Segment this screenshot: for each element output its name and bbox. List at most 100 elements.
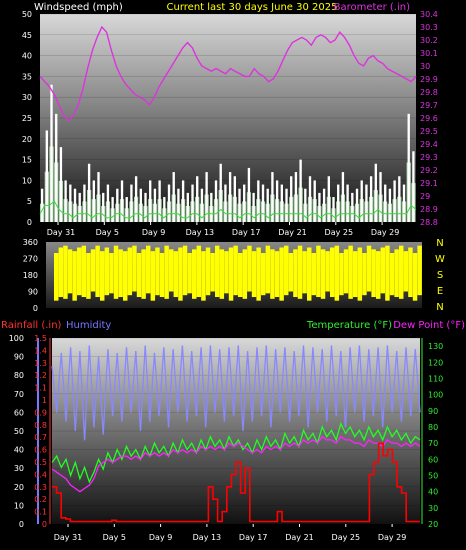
wind-direction-bar [403, 251, 409, 292]
wind-speed-bar [228, 172, 232, 222]
climate-day-label: Day 9 [149, 533, 172, 542]
compass-label: N [436, 238, 443, 249]
wind-direction-bar [187, 253, 192, 294]
wind-speed-bar [257, 180, 260, 222]
humidity-tick-label: 100 [9, 334, 24, 343]
temperature-axis-title: Temperature (°F) [306, 320, 392, 331]
wind-direction-series [54, 245, 422, 301]
rainfall-tick-label: 0.8 [34, 421, 47, 430]
wind-speed-bar [341, 172, 345, 222]
barometer-ticks: 28.8 28.9 29 29.1 29.2 29.3 29.4 29.5 29.6 29.7 29… [420, 10, 438, 227]
wind-speed-bar [134, 176, 138, 222]
period-title: Current last 30 days June 30 2025 [167, 2, 338, 13]
barometer-tick-label: 30.4 [420, 10, 438, 19]
wind-speed-bar [50, 84, 53, 222]
wind-direction-bar [201, 251, 206, 301]
barometer-tick-label: 29.4 [420, 140, 438, 149]
wind-direction-bar [58, 247, 64, 297]
wind-speed-bar [322, 188, 326, 222]
barometer-tick-label: 29.7 [420, 101, 438, 110]
wind-speed-bar [177, 188, 180, 222]
wind-average-line [39, 200, 417, 219]
wind-speed-bar [351, 192, 354, 222]
humidity-tick-label: 10 [14, 501, 24, 510]
wind-direction-bar [247, 245, 252, 292]
wind-speed-bar [191, 184, 194, 222]
wind-direction-bar [297, 245, 303, 299]
wind-speed-bar [327, 176, 330, 222]
wind-speed-bar [360, 180, 363, 222]
wind-direction-bar [261, 253, 266, 296]
wind-direction-bar [311, 253, 317, 296]
wind-direction-bar [320, 249, 326, 299]
rainfall-tick-label: 0.4 [34, 470, 47, 479]
wind-speed-bar [275, 180, 279, 222]
wind-speed-bar [266, 188, 269, 222]
wind-direction-bar [251, 251, 257, 297]
dewpoint-axis-title: Dew Point (°F) [393, 320, 465, 331]
wind-speed-bar [59, 147, 63, 222]
wind-direction-bar [371, 249, 376, 297]
wind-direction-bar [100, 251, 105, 301]
wind-direction-bar [270, 249, 275, 299]
wind-speed-bar [186, 192, 189, 222]
wind-direction-bar [196, 245, 202, 297]
barometer-tick-label: 30.1 [420, 49, 438, 58]
wind-speed-bar [40, 188, 44, 222]
wind-day-label: Day 5 [96, 228, 119, 237]
dewpoint-line [51, 435, 421, 493]
humidity-tick-label: 80 [14, 371, 24, 380]
climate-day-label: Day 17 [239, 533, 268, 542]
climate-day-label: Day 13 [193, 533, 222, 542]
climate-day-ticks: Day 31 Day 5 Day 9 Day 13 Day 17 Day 21 Day 25… [54, 524, 406, 542]
barometer-tick-label: 30.2 [420, 36, 438, 45]
wind-direction-bar [265, 245, 271, 294]
wind-direction-bar [95, 245, 100, 297]
windspeed-ticks: 0 5 10 15 20 25 30 35 40 45 50 [22, 10, 32, 227]
temperature-tick-label: 20 [428, 520, 438, 529]
wind-speed-bar [337, 184, 340, 222]
rainfall-tick-label: 0.2 [34, 495, 47, 504]
wind-speed-bar [158, 180, 161, 222]
temperature-ticks: 20 30 40 50 60 70 80 90 100 110 120 130 [428, 342, 443, 529]
wind-speed-bar [97, 172, 100, 222]
wind-speed-bar [83, 184, 86, 222]
direction-tick-label: 180 [23, 271, 38, 280]
temperature-tick-label: 100 [428, 391, 443, 400]
wind-direction-bar [90, 249, 96, 292]
rainfall-tick-label: 1 [42, 396, 47, 405]
rainfall-line [52, 442, 420, 523]
wind-direction-bar [146, 245, 151, 294]
compass-label: E [437, 286, 443, 297]
wind-speed-bar [120, 180, 124, 222]
climate-day-label: Day 5 [103, 533, 126, 542]
climate-day-label: Day 25 [332, 533, 361, 542]
wind-speed-bar [261, 184, 265, 222]
rainfall-tick-label: 1.1 [34, 384, 47, 393]
humidity-axis-title: Humidity [66, 320, 111, 331]
rainfall-tick-label: 0.3 [34, 483, 47, 492]
wind-speed-series [40, 84, 415, 222]
wind-speed-bar [200, 188, 204, 222]
wind-speed-bar [402, 184, 406, 222]
wind-speed-bar [243, 184, 246, 222]
humidity-ticks: 0 10 20 30 40 50 60 70 80 90 100 [9, 334, 24, 529]
wind-speed-bar [45, 130, 48, 222]
temperature-tick-label: 70 [428, 439, 438, 448]
rainfall-tick-label: 0 [42, 520, 47, 529]
wind-direction-bar [136, 253, 142, 297]
wind-speed-bar [355, 188, 359, 222]
wind-speed-bar [153, 188, 157, 222]
windspeed-tick-label: 45 [22, 31, 32, 40]
wind-speed-bar [388, 188, 392, 222]
wind-day-label: Day 9 [142, 228, 165, 237]
temperature-tick-label: 60 [428, 455, 438, 464]
wind-speed-bar [87, 163, 91, 222]
wind-speed-bar [233, 176, 236, 222]
wind-speed-bar [196, 176, 199, 222]
wind-speed-bar [299, 159, 302, 222]
temperature-tick-label: 30 [428, 504, 438, 513]
wind-direction-bar [357, 247, 363, 301]
wind-speed-bar [384, 184, 387, 222]
temperature-tick-label: 120 [428, 358, 443, 367]
